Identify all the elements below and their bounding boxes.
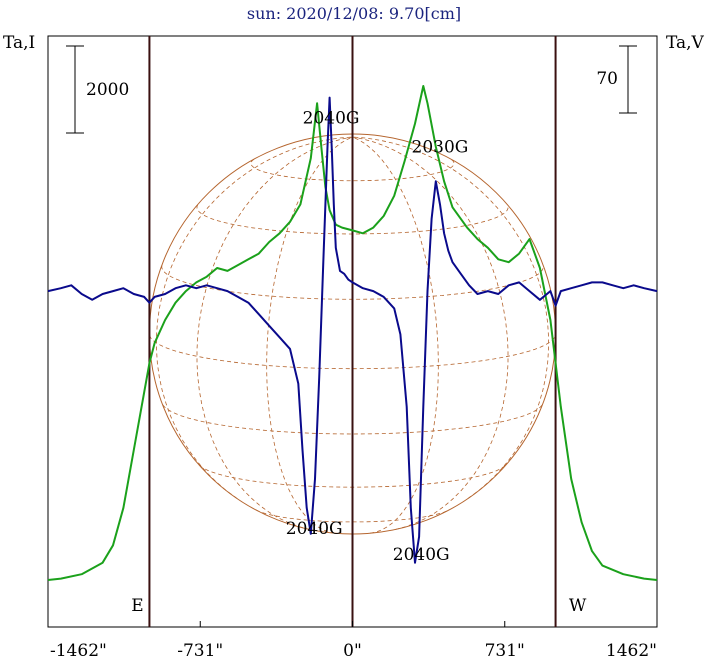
scale-bar-label: 2000 <box>86 80 129 100</box>
annotations: 2040G 2030G 2040G 2040G <box>286 109 469 565</box>
x-tick-label: 0" <box>343 641 362 661</box>
longitude-line <box>196 136 353 530</box>
latitude-line <box>255 509 450 523</box>
left-axis-label: Ta,I <box>3 33 35 53</box>
longitude-line <box>156 136 353 499</box>
longitude-line <box>352 136 549 499</box>
intensity-series-line <box>47 85 658 581</box>
field-strength-label: 2040G <box>393 545 450 565</box>
x-tick-label: 731" <box>485 641 525 661</box>
field-strength-label: 2040G <box>303 109 360 129</box>
polarization-series-line <box>47 96 658 564</box>
latitude-line <box>162 404 543 435</box>
longitude-line <box>352 136 509 530</box>
field-strength-label: 2040G <box>286 519 343 539</box>
x-tick-label: -1462" <box>50 641 107 661</box>
x-tick-label: -731" <box>177 641 223 661</box>
x-tick-label: 1462" <box>606 641 657 661</box>
latitude-line <box>250 158 455 182</box>
latitude-line <box>149 335 556 370</box>
east-limb-label: E <box>131 596 143 616</box>
longitude-line <box>266 136 353 534</box>
x-axis-ticks: -1462" -731" 0" 731" 1462" <box>47 621 658 661</box>
scale-bar-label: 70 <box>596 69 618 89</box>
right-axis-label: Ta,V <box>666 33 705 53</box>
chart-title: sun: 2020/12/08: 9.70[cm] <box>247 4 461 23</box>
scale-bars: 2000 70 <box>66 45 637 134</box>
west-limb-label: W <box>569 596 587 616</box>
longitude-line <box>352 136 439 534</box>
field-strength-label: 2030G <box>412 137 469 157</box>
data-series <box>47 85 658 581</box>
